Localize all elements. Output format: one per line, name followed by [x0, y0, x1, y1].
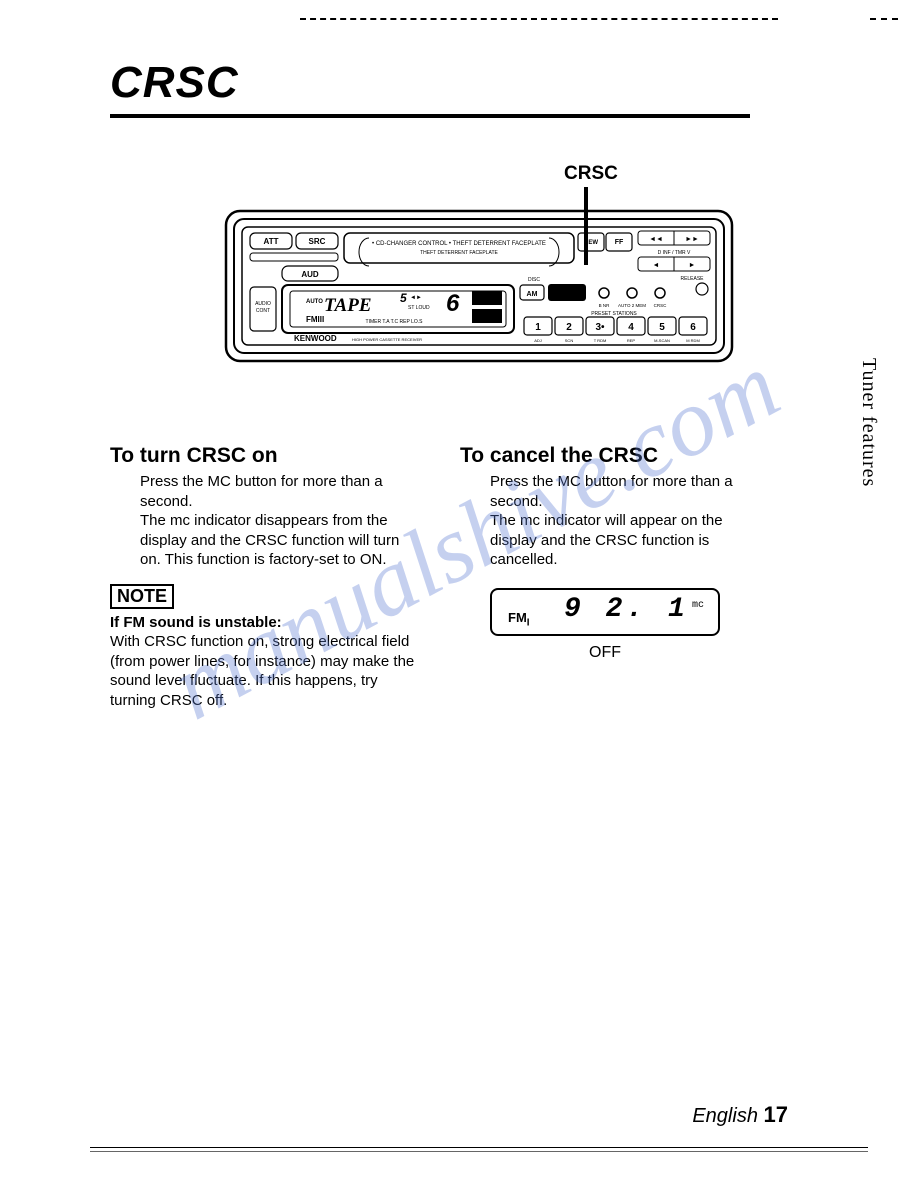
note-text: With CRSC function on, strong electrical… [110, 633, 414, 709]
bottom-rule-2 [90, 1151, 868, 1152]
cassette-slot-text: • CD-CHANGER CONTROL • THEFT DETERRENT F… [372, 241, 546, 247]
bottom-rule-1 [90, 1147, 868, 1148]
lcd-5: 5 [400, 291, 407, 305]
manual-page: CRSC CRSC ATT SRC AUD AUDIO CONT • [0, 0, 918, 1188]
crsc-callout-label: CRSC [564, 163, 618, 185]
svg-text:6: 6 [690, 322, 696, 333]
side-tab-label: Tuner features [857, 358, 880, 487]
svg-text:3•: 3• [595, 322, 605, 333]
title-underline [110, 114, 750, 118]
note-bold: If FM sound is unstable: [110, 614, 282, 631]
page-footer: English 17 [692, 1102, 788, 1128]
svg-text:SCN: SCN [565, 338, 574, 343]
turn-on-lead: Press the MC button for more than a seco… [140, 473, 383, 510]
svg-text:M-SCAN: M-SCAN [654, 338, 670, 343]
left-column: To turn CRSC on Press the MC button for … [110, 444, 420, 710]
svg-text:►: ► [689, 262, 696, 269]
top-dashed-rule-right [870, 18, 898, 20]
brand-sub: HIGH POWER CASSETTE RECEIVER [352, 337, 422, 342]
car-radio-illustration: ATT SRC AUD AUDIO CONT • CD-CHANGER CONT… [224, 199, 734, 369]
audio-cont-label: AUDIO [255, 301, 271, 307]
display-band: FMI [508, 610, 530, 629]
off-label: OFF [490, 644, 720, 662]
turn-on-text: The mc indicator disappears from the dis… [140, 512, 399, 568]
svg-text:5: 5 [659, 322, 665, 333]
note-box-label: NOTE [110, 584, 174, 609]
svg-text:M RDM: M RDM [686, 338, 700, 343]
svg-text:◄◄: ◄◄ [649, 236, 663, 243]
content-columns: To turn CRSC on Press the MC button for … [110, 444, 770, 710]
lcd-auto: AUTO [306, 299, 323, 305]
svg-text:◄: ◄ [653, 262, 660, 269]
att-button: ATT [264, 237, 279, 246]
footer-page-number: 17 [764, 1102, 788, 1127]
svg-text:REP: REP [627, 338, 636, 343]
cancel-lead: Press the MC button for more than a seco… [490, 473, 733, 510]
page-title: CRSC [110, 58, 848, 108]
svg-text:2: 2 [566, 322, 572, 333]
lcd-display-box: FMI 9 2. 1 mc [490, 588, 720, 636]
dnf-label: D INF / TMR V [658, 250, 691, 256]
note-body-wrap: If FM sound is unstable: With CRSC funct… [110, 613, 420, 711]
svg-text:T RDM: T RDM [594, 338, 607, 343]
auto-label: AUTO 2 MEM [618, 303, 646, 308]
turn-on-body: Press the MC button for more than a seco… [110, 472, 420, 570]
cancel-body: Press the MC button for more than a seco… [460, 472, 770, 570]
svg-text:THEFT DETERRENT FACEPLATE: THEFT DETERRENT FACEPLATE [420, 250, 498, 256]
svg-text:4: 4 [628, 322, 634, 333]
cancel-heading: To cancel the CRSC [460, 444, 770, 468]
svg-text:◄►: ◄► [410, 295, 422, 301]
display-frequency: 9 2. 1 [564, 594, 689, 625]
am-button: AM [527, 291, 538, 298]
crsc-callout-line [584, 187, 588, 265]
lcd-tape: TAPE [324, 295, 372, 316]
radio-diagram: CRSC ATT SRC AUD AUDIO CONT • CD-CHANGER… [110, 173, 848, 374]
svg-text:1: 1 [535, 322, 541, 333]
ff-button: FF [615, 239, 624, 246]
brand-label: KENWOOD [294, 334, 337, 343]
svg-text:ADJ: ADJ [534, 338, 542, 343]
preset-buttons: 1 ADJ 2 SCN 3• T RDM 4 REP 5 M-SCAN 6 M … [524, 317, 707, 343]
src-button: SRC [309, 237, 326, 246]
lcd-6: 6 [446, 290, 460, 317]
preset-stations-label: PRESET STATIONS [591, 311, 637, 317]
svg-text:CONT: CONT [256, 308, 270, 314]
lcd-fm: FMIII [306, 315, 324, 324]
cancel-text: The mc indicator will appear on the disp… [490, 512, 723, 568]
crsc-small-label: CRSC [654, 303, 668, 308]
svg-text:►►: ►► [685, 236, 699, 243]
release-label: RELEASE [680, 276, 704, 282]
disc-label: DISC [528, 277, 540, 283]
top-dashed-rule [300, 18, 778, 20]
turn-on-heading: To turn CRSC on [110, 444, 420, 468]
lcd-stloud: ST LOUD [408, 305, 430, 311]
footer-lang: English [692, 1105, 758, 1127]
right-column: To cancel the CRSC Press the MC button f… [460, 444, 770, 710]
lcd-bottom: TIMER T.A T.C REP LO.S [366, 319, 424, 325]
display-mc-indicator: mc [692, 600, 704, 611]
bnr-label: B NR [599, 303, 611, 308]
aud-button: AUD [301, 270, 319, 279]
